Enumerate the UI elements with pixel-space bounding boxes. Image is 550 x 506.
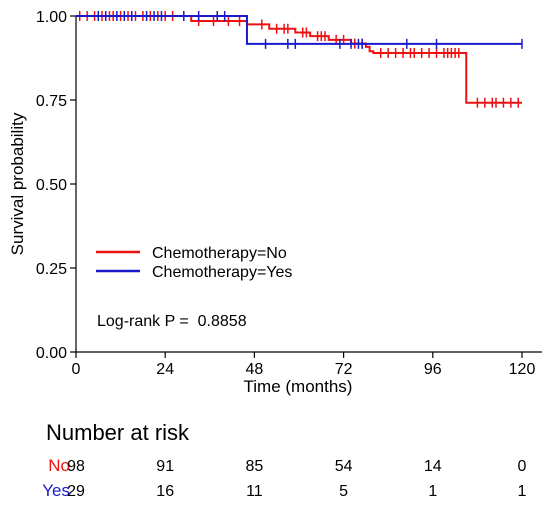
risk-row-label: No bbox=[48, 456, 70, 475]
risk-count: 1 bbox=[518, 483, 527, 500]
x-ticks: 0 24 48 72 96 120 bbox=[72, 352, 536, 378]
risk-count: 54 bbox=[335, 458, 353, 475]
risk-count: 1 bbox=[428, 483, 437, 500]
y-tick-label: 1.00 bbox=[36, 9, 67, 26]
risk-count: 5 bbox=[339, 483, 348, 500]
y-tick-label: 0.00 bbox=[36, 345, 67, 362]
x-tick-label: 24 bbox=[156, 361, 174, 378]
x-axis-label: Time (months) bbox=[244, 377, 353, 396]
axes bbox=[75, 16, 542, 353]
risk-count: 11 bbox=[246, 483, 263, 500]
risk-count: 91 bbox=[156, 458, 174, 475]
risk-count: 0 bbox=[518, 458, 527, 475]
risk-count: 29 bbox=[67, 483, 85, 500]
x-tick-label: 0 bbox=[72, 361, 81, 378]
y-tick-label: 0.75 bbox=[36, 93, 67, 110]
legend-label-no: Chemotherapy=No bbox=[152, 245, 287, 262]
x-tick-label: 96 bbox=[424, 361, 442, 378]
survival-curve-chemotherapy-no bbox=[76, 15, 522, 104]
risk-count: 14 bbox=[424, 458, 442, 475]
survival-curves bbox=[76, 11, 523, 108]
risk-count: 85 bbox=[246, 458, 264, 475]
log-rank-annotation: Log-rank P = 0.8858 bbox=[97, 313, 247, 330]
risk-count: 16 bbox=[156, 483, 174, 500]
legend-label-yes: Chemotherapy=Yes bbox=[152, 264, 292, 281]
risk-row-label: Yes bbox=[42, 481, 70, 500]
x-tick-label: 72 bbox=[335, 361, 353, 378]
legend: Chemotherapy=No Chemotherapy=Yes bbox=[96, 245, 292, 281]
y-axis-label: Survival probability bbox=[8, 112, 27, 255]
y-tick-label: 0.50 bbox=[36, 177, 67, 194]
y-ticks: 0.00 0.25 0.50 0.75 1.00 bbox=[36, 9, 76, 362]
x-tick-label: 48 bbox=[246, 361, 264, 378]
risk-count: 98 bbox=[67, 458, 85, 475]
y-tick-label: 0.25 bbox=[36, 261, 67, 278]
risk-table-title: Number at risk bbox=[46, 420, 190, 445]
x-tick-label: 120 bbox=[509, 361, 536, 378]
